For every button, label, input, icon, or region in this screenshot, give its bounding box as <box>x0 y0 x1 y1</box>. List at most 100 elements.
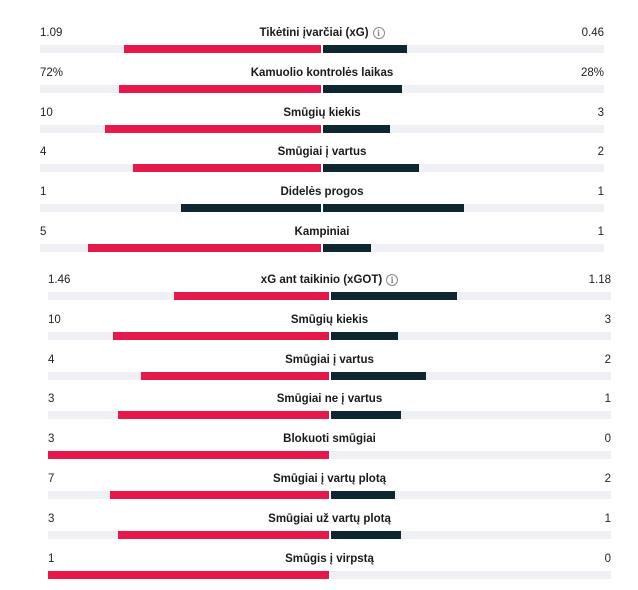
home-value: 1.09 <box>40 27 63 39</box>
home-value: 10 <box>48 313 61 326</box>
away-value: 3 <box>604 313 611 326</box>
home-value: 72% <box>40 66 64 79</box>
home-bar-track <box>40 204 321 213</box>
home-bar-track <box>48 570 329 579</box>
away-bar-fill <box>330 411 401 420</box>
stat-label-text: Smūgis į virpstą <box>285 552 374 565</box>
home-value: 10 <box>40 106 53 119</box>
stat-label-text: Didelės progos <box>280 186 364 199</box>
away-bar-fill <box>330 371 426 380</box>
home-bar-fill <box>174 292 329 300</box>
stat-label-text: Smūgiai į vartus <box>285 353 374 366</box>
home-bar-fill <box>118 411 329 420</box>
stat-label: Didelės progos <box>40 185 604 199</box>
stat-label-text: Smūgiai ne į vartus <box>276 393 383 406</box>
stat-label: Smūgių kiekis <box>48 313 611 327</box>
stat-row: 10 Smūgių kiekis 3 <box>40 106 604 136</box>
home-bar-fill <box>118 84 321 93</box>
away-bar-track <box>323 164 604 173</box>
stat-row: 72% Kamuolio kontrolės laikas 28% <box>40 66 604 96</box>
away-bar-track <box>330 451 611 460</box>
info-icon[interactable]: i <box>372 27 385 39</box>
away-value: 0 <box>604 433 611 446</box>
stat-row: 5 Kampiniai 1 <box>40 225 604 255</box>
away-value: 2 <box>597 146 604 159</box>
home-bar-fill <box>48 451 329 460</box>
home-value: 1 <box>48 552 55 565</box>
stat-label-text: Smūgių kiekis <box>283 106 361 119</box>
info-icon[interactable]: i <box>386 274 399 286</box>
stat-label-text: Smūgiai už vartų plotą <box>268 512 391 525</box>
home-bar-track <box>48 530 329 539</box>
stat-label: Blokuoti smūgiai <box>48 432 611 446</box>
away-value: 1 <box>597 186 604 199</box>
stat-label-text: Blokuoti smūgiai <box>283 433 376 446</box>
stat-label-text: xG ant taikinio (xGOT) <box>260 274 383 286</box>
away-value: 3 <box>597 106 604 119</box>
home-value: 1.46 <box>48 274 71 286</box>
away-bar-track <box>323 244 604 252</box>
stat-label: Smūgiai į vartų plotą <box>48 472 611 486</box>
stat-label-text: Kamuolio kontrolės laikas <box>250 66 394 79</box>
home-bar-fill <box>109 491 329 499</box>
home-bar-track <box>48 292 329 300</box>
away-bar-track <box>330 491 611 499</box>
away-bar-track <box>323 84 604 93</box>
home-bar-fill <box>132 164 321 173</box>
home-value: 5 <box>40 226 47 238</box>
home-bar-fill <box>140 371 329 380</box>
stat-label: Kampiniai <box>40 225 604 239</box>
stat-row: 1 Didelės progos 1 <box>40 185 604 215</box>
home-bar-track <box>40 84 321 93</box>
away-bar-fill <box>323 164 419 173</box>
home-bar-track <box>40 164 321 173</box>
stat-row: 10 Smūgių kiekis 3 <box>48 313 611 343</box>
home-value: 3 <box>48 433 55 446</box>
stat-label: Tikėtini įvarčiai (xG) i <box>40 26 604 40</box>
stat-label: Kamuolio kontrolės laikas <box>40 66 604 80</box>
away-bar-track <box>330 411 611 420</box>
stat-label-text: Smūgių kiekis <box>290 313 369 326</box>
home-value: 3 <box>48 512 55 525</box>
stat-row: 3 Smūgiai už vartų plotą 1 <box>48 512 611 542</box>
home-bar-fill <box>48 570 329 579</box>
home-bar-fill <box>104 124 321 133</box>
away-bar-track <box>330 530 611 539</box>
away-bar-fill <box>323 244 371 252</box>
stat-row: 1.46 xG ant taikinio (xGOT) i 1.18 <box>48 273 611 303</box>
away-value: 1 <box>604 512 611 525</box>
home-bar-track <box>48 411 329 420</box>
away-bar-fill <box>330 331 398 340</box>
stat-row: 7 Smūgiai į vartų plotą 2 <box>48 472 611 502</box>
stat-label: Smūgiai ne į vartus <box>48 392 611 406</box>
home-value: 4 <box>40 146 47 159</box>
home-value: 4 <box>48 353 55 366</box>
stat-row: 4 Smūgiai į vartus 2 <box>48 353 611 383</box>
away-value: 1 <box>604 393 611 406</box>
stat-row: 3 Smūgiai ne į vartus 1 <box>48 392 611 422</box>
away-bar-track <box>323 204 604 213</box>
away-bar-fill <box>323 204 464 213</box>
home-value: 7 <box>48 473 55 485</box>
home-value: 3 <box>48 393 55 406</box>
away-value: 28% <box>580 66 604 79</box>
stat-row: 1 Smūgis į virpstą 0 <box>48 552 611 582</box>
stat-label: Smūgiai už vartų plotą <box>48 512 611 526</box>
home-value: 1 <box>40 186 47 199</box>
stat-label: Smūgiai į vartus <box>40 145 604 159</box>
stat-label-text: Smūgiai į vartus <box>277 146 367 159</box>
away-bar-track <box>323 124 604 133</box>
home-bar-track <box>48 331 329 340</box>
stat-label: Smūgių kiekis <box>40 106 604 120</box>
home-bar-track <box>48 371 329 380</box>
away-bar-fill <box>323 84 402 93</box>
stat-label: xG ant taikinio (xGOT) i <box>48 273 611 287</box>
away-value: 0.46 <box>581 27 604 39</box>
home-bar-track <box>48 491 329 499</box>
home-bar-track <box>40 124 321 133</box>
stat-label: Smūgis į virpstą <box>48 552 611 566</box>
away-bar-fill <box>330 292 457 300</box>
away-value: 0 <box>604 552 611 565</box>
away-bar-track <box>330 371 611 380</box>
home-bar-track <box>48 451 329 460</box>
